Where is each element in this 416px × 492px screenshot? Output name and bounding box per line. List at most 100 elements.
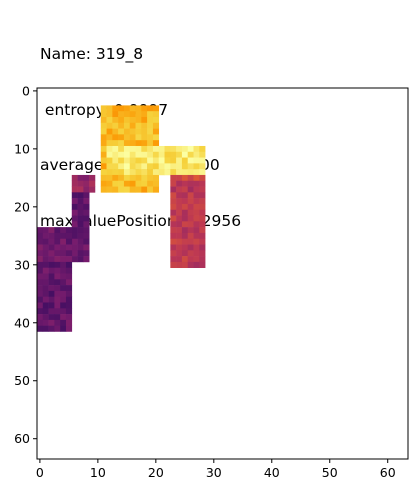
heatmap-cell <box>147 111 154 118</box>
heatmap-cell <box>147 169 154 176</box>
heatmap-cell <box>112 134 119 141</box>
heatmap-cell <box>106 186 113 193</box>
heatmap-cell <box>152 134 160 141</box>
heatmap-cell <box>193 227 200 234</box>
heatmap-cell <box>152 111 160 118</box>
heatmap-cell <box>71 250 78 257</box>
heatmap-cell <box>71 192 78 199</box>
heatmap-cell <box>170 250 177 257</box>
heatmap-cell <box>77 192 84 199</box>
heatmap-cell <box>54 319 61 326</box>
heatmap-cell <box>83 238 90 245</box>
heatmap-cell <box>170 227 177 234</box>
heatmap-cell <box>170 180 177 187</box>
heatmap-cell <box>65 256 73 263</box>
heatmap-cell <box>147 140 154 147</box>
heatmap-cell <box>60 319 67 326</box>
heatmap-cell <box>176 232 183 240</box>
heatmap-cell <box>176 209 183 216</box>
heatmap-cell <box>141 169 148 176</box>
heatmap-cell <box>129 163 136 170</box>
heatmap-cell <box>77 180 84 187</box>
heatmap-cell <box>42 227 49 234</box>
heatmap-cells <box>37 105 206 332</box>
heatmap-cell <box>83 186 90 193</box>
heatmap-cell <box>71 232 78 240</box>
heatmap-cell <box>48 285 55 292</box>
heatmap-cell <box>141 128 148 135</box>
heatmap-cell <box>54 273 61 280</box>
heatmap-cell <box>48 267 55 274</box>
heatmap-cell <box>100 186 107 193</box>
heatmap-cell <box>65 302 73 309</box>
heatmap-cell <box>187 215 194 222</box>
heatmap-cell <box>187 180 194 187</box>
heatmap-cell <box>170 192 177 199</box>
heatmap-cell <box>147 151 154 158</box>
heatmap-cell <box>176 250 183 257</box>
heatmap-cell <box>181 163 189 170</box>
heatmap-cell <box>65 325 73 332</box>
heatmap-cell <box>147 145 154 153</box>
heatmap-cell <box>65 279 73 286</box>
heatmap-cell <box>42 290 49 297</box>
heatmap-cell <box>152 105 160 112</box>
heatmap-cell <box>187 221 194 228</box>
heatmap-cell <box>158 157 165 164</box>
heatmap-cell <box>129 116 136 124</box>
y-tick-label: 60 <box>14 431 30 446</box>
heatmap-cell <box>48 302 55 309</box>
heatmap-cell <box>176 163 183 170</box>
y-tick-label: 10 <box>14 141 30 156</box>
heatmap-cell <box>77 198 84 205</box>
heatmap-cell <box>83 232 90 240</box>
heatmap-cell <box>60 314 67 321</box>
heatmap-cell <box>152 157 160 164</box>
heatmap-cell <box>170 215 177 222</box>
heatmap-cell <box>83 244 90 251</box>
heatmap-cell <box>37 325 44 332</box>
heatmap-cell <box>170 157 177 164</box>
heatmap-cell <box>71 256 78 263</box>
heatmap-cell <box>181 203 189 211</box>
heatmap-cell <box>152 145 160 153</box>
heatmap-cell <box>141 145 148 153</box>
heatmap-cell <box>123 105 131 112</box>
heatmap-cell <box>135 105 142 112</box>
heatmap-cell <box>141 122 148 129</box>
heatmap-cell <box>100 180 107 187</box>
heatmap-cell <box>147 105 154 112</box>
heatmap-cell <box>129 157 136 164</box>
heatmap-cell <box>181 157 189 164</box>
heatmap-cell <box>152 116 160 124</box>
heatmap-cell <box>60 308 67 315</box>
heatmap-cell <box>147 116 154 124</box>
heatmap-cell <box>193 174 200 182</box>
plot-frame <box>36 87 409 460</box>
heatmap-cell <box>170 256 177 263</box>
heatmap-cell <box>54 308 61 315</box>
heatmap-cell <box>176 261 183 269</box>
y-axis-ticks: 0 10 20 30 40 50 60 <box>14 83 37 446</box>
heatmap-cell <box>176 221 183 228</box>
heatmap-cell <box>54 296 61 303</box>
heatmap-cell <box>112 145 119 153</box>
heatmap-cell <box>152 169 160 176</box>
heatmap-cell <box>170 163 177 170</box>
heatmap-cell <box>118 163 125 170</box>
heatmap-cell <box>152 174 160 182</box>
heatmap-cell <box>42 244 49 251</box>
heatmap-cell <box>37 319 44 326</box>
heatmap-cell <box>42 261 49 269</box>
heatmap-cell <box>199 227 206 234</box>
heatmap-cell <box>118 145 125 153</box>
heatmap-cell <box>199 157 206 164</box>
heatmap-cell <box>106 128 113 135</box>
heatmap-cell <box>100 169 107 176</box>
heatmap-cell <box>83 203 90 211</box>
x-axis-ticks: 0 10 20 30 40 50 60 <box>36 459 396 480</box>
heatmap-cell <box>181 174 189 182</box>
heatmap-cell <box>118 122 125 129</box>
heatmap-cell <box>199 174 206 182</box>
heatmap-cell <box>176 227 183 234</box>
